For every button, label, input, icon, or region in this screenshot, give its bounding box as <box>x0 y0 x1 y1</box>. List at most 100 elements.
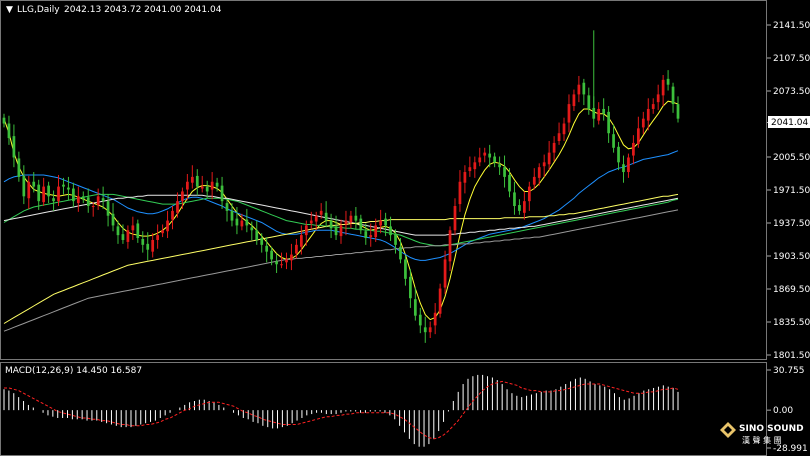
candle-body <box>448 230 452 262</box>
candle-body <box>463 172 467 183</box>
candle-body <box>344 220 348 225</box>
candle <box>423 316 427 343</box>
candle-body <box>141 239 145 245</box>
candle-body <box>547 152 551 165</box>
symbol-label: LLG,Daily <box>17 5 60 15</box>
candle-body <box>404 259 407 279</box>
candle-body <box>304 225 308 236</box>
price-axis[interactable]: 2141.50 2107.50 2073.50 2005.50 1971.50 1937.… <box>767 21 810 361</box>
candle <box>161 224 164 238</box>
candle <box>275 253 278 273</box>
candle-body <box>661 79 665 96</box>
macd-tick-label: 0.00 <box>773 406 793 416</box>
candle <box>230 203 234 227</box>
candle-body <box>22 175 26 197</box>
candle <box>205 180 209 199</box>
macd-axis[interactable]: 30.755 0.00 -28.991 <box>767 366 808 454</box>
candle <box>96 188 100 210</box>
candle <box>86 188 90 213</box>
candle <box>552 136 556 162</box>
candle <box>225 199 229 222</box>
candle-body <box>542 162 546 167</box>
candle-body <box>364 231 368 239</box>
candle <box>151 233 155 258</box>
candle <box>12 124 16 168</box>
candle <box>359 214 363 235</box>
price-tick-label: 2107.50 <box>773 54 810 64</box>
candle <box>314 211 318 231</box>
macd-tick-label: 30.755 <box>773 366 805 376</box>
candle <box>210 172 214 200</box>
candle <box>101 186 105 209</box>
candle-body <box>225 203 229 211</box>
candle-body <box>280 264 283 266</box>
candle-body <box>67 187 70 190</box>
logo-name: SINO SOUND <box>739 424 804 434</box>
candle-body <box>646 108 650 121</box>
candle <box>106 194 110 227</box>
candle <box>438 283 442 318</box>
candle-body <box>527 186 531 202</box>
macd-tick-label: -28.991 <box>773 444 808 454</box>
candle-body <box>572 94 576 107</box>
candle <box>532 168 536 190</box>
candle <box>32 172 36 193</box>
candle <box>200 175 204 193</box>
candle-body <box>161 230 164 234</box>
candle-body <box>379 220 383 226</box>
candle-body <box>126 230 130 242</box>
candle <box>468 156 472 177</box>
candle <box>319 203 323 219</box>
candle <box>632 135 635 165</box>
candle <box>240 213 244 231</box>
ohlc-values: 2042.13 2043.72 2041.00 2041.04 <box>64 5 222 15</box>
candle <box>374 218 378 242</box>
candle <box>111 203 115 232</box>
candle <box>473 156 477 178</box>
candle-body <box>413 299 417 316</box>
current-price-tag: 2041.04 <box>768 116 810 128</box>
main-panel-frame <box>0 0 767 360</box>
candle <box>567 94 571 133</box>
candle <box>42 177 46 207</box>
candle-body <box>617 146 620 163</box>
candle-body <box>632 142 635 156</box>
candle <box>676 96 680 123</box>
candle <box>220 176 224 209</box>
price-tick-label: 1937.50 <box>773 219 810 229</box>
candle <box>661 74 665 107</box>
candle <box>498 156 501 175</box>
candle-body <box>359 218 363 231</box>
header-arrow-icon[interactable]: ▼ <box>6 5 13 15</box>
candle-body <box>299 235 303 247</box>
candle-body <box>260 238 264 245</box>
candle-body <box>418 314 422 326</box>
candle <box>582 78 586 106</box>
candle <box>146 232 150 261</box>
candle-body <box>339 225 343 237</box>
candle-body <box>433 312 437 326</box>
candle-body <box>240 220 244 227</box>
candle <box>433 303 437 335</box>
candle-body <box>176 201 179 213</box>
candle <box>309 211 313 230</box>
candle-body <box>552 142 556 153</box>
candle-body <box>205 186 209 192</box>
candle <box>413 287 417 321</box>
candle-body <box>96 196 100 206</box>
candle-body <box>394 234 397 245</box>
candle-body <box>562 123 566 135</box>
candle-body <box>131 225 135 231</box>
candle <box>463 165 467 194</box>
candle <box>324 201 328 228</box>
candle <box>255 220 259 245</box>
candle-body <box>567 104 571 123</box>
candle-body <box>91 206 95 208</box>
candle <box>453 198 457 236</box>
candle-body <box>101 198 105 202</box>
candle <box>81 191 85 204</box>
candle-body <box>245 219 249 226</box>
candle <box>270 246 273 266</box>
candle <box>527 181 531 211</box>
